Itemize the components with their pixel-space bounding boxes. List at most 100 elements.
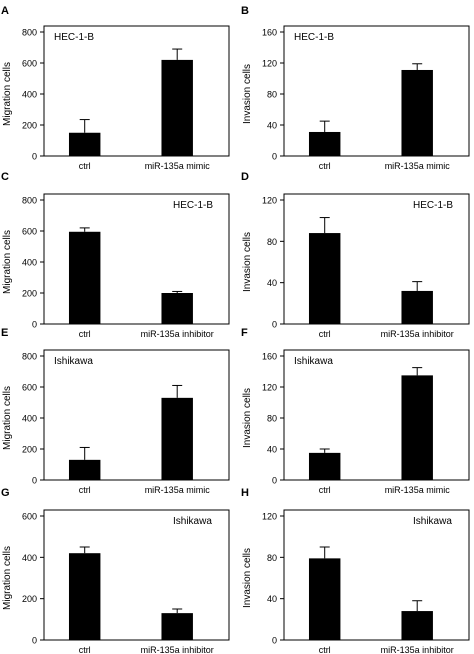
panel-a-inset-label: HEC-1-B	[54, 32, 94, 43]
panel-b-bar-1	[401, 69, 433, 156]
panel-c-ylabel: Migration cells	[2, 230, 13, 294]
panel-g-letter: G	[1, 487, 10, 499]
panel-f-ytick-label-1: 40	[267, 445, 277, 455]
panel-e-ytick-label-4: 800	[22, 352, 37, 362]
panel-c-ytick-label-4: 800	[22, 196, 37, 206]
panel-b-ytick-label-2: 80	[267, 90, 277, 100]
panel-c-bar-0	[68, 231, 101, 324]
panel-h-frame	[283, 509, 470, 641]
panel-g-bar-0	[68, 553, 101, 640]
panel-c-ytick-label-1: 200	[22, 289, 37, 299]
panel-b-ytick-label-1: 40	[267, 121, 277, 131]
panel-f-frame	[283, 349, 470, 481]
panel-a-letter: A	[1, 5, 9, 17]
panel-e-ytick-label-0: 0	[32, 476, 37, 486]
panel-a-category-label-0: ctrl	[79, 161, 91, 171]
panel-b-letter: B	[241, 5, 249, 17]
panel-h-ytick-label-3: 120	[262, 512, 277, 522]
panel-b-ytick-label-3: 120	[262, 59, 277, 69]
panel-f-letter: F	[241, 327, 248, 339]
panel-e-ylabel: Migration cells	[2, 386, 13, 450]
panel-a-bar-1	[161, 59, 193, 156]
panel-c-ytick-label-0: 0	[32, 320, 37, 330]
panel-g-ytick-label-2: 400	[22, 553, 37, 563]
panel-e-ytick-label-2: 400	[22, 414, 37, 424]
panel-e-ytick-label-1: 200	[22, 445, 37, 455]
panel-h-ytick-label-2: 80	[267, 553, 277, 563]
panel-g-bar-1	[161, 613, 193, 640]
panel-c-category-label-0: ctrl	[79, 329, 91, 339]
panel-b-category-label-0: ctrl	[319, 161, 331, 171]
panel-b-ylabel: Invasion cells	[242, 64, 253, 124]
panel-h-ylabel: Invasion cells	[242, 548, 253, 608]
panel-c-letter: C	[1, 171, 9, 183]
panel-h-category-label-1: miR-135a inhibitor	[381, 645, 454, 654]
panel-f-ytick-label-0: 0	[272, 476, 277, 486]
panel-a-bar-0	[68, 132, 101, 156]
panel-e-inset-label: Ishikawa	[54, 356, 93, 367]
panel-h-category-label-0: ctrl	[319, 645, 331, 654]
panel-d-category-label-1: miR-135a inhibitor	[381, 329, 454, 339]
panel-d-letter: D	[241, 171, 249, 183]
panel-d-ytick-label-0: 0	[272, 320, 277, 330]
panel-e-letter: E	[1, 327, 8, 339]
panel-f-bar-0	[308, 452, 341, 480]
panel-h-letter: H	[241, 487, 249, 499]
panel-g-category-label-0: ctrl	[79, 645, 91, 654]
panel-c-inset-label: HEC-1-B	[173, 200, 213, 211]
panel-h-ytick-label-0: 0	[272, 636, 277, 646]
panel-f-inset-label: Ishikawa	[294, 356, 333, 367]
panel-f-category-label-0: ctrl	[319, 485, 331, 495]
panel-f-bar-1	[401, 375, 433, 480]
panel-a-ytick-label-3: 600	[22, 59, 37, 69]
panel-e-ytick-label-3: 600	[22, 383, 37, 393]
panel-b-ytick-label-4: 160	[262, 28, 277, 38]
panel-g-ytick-label-0: 0	[32, 636, 37, 646]
panel-f-ytick-label-3: 120	[262, 383, 277, 393]
panel-d-ylabel: Invasion cells	[242, 232, 253, 292]
panel-a-ytick-label-1: 200	[22, 121, 37, 131]
panel-a-category-label-1: miR-135a mimic	[145, 161, 211, 171]
panel-c-category-label-1: miR-135a inhibitor	[141, 329, 214, 339]
panel-f-ytick-label-2: 80	[267, 414, 277, 424]
panel-f-category-label-1: miR-135a mimic	[385, 485, 451, 495]
panel-h-bar-0	[308, 558, 341, 640]
panel-d-category-label-0: ctrl	[319, 329, 331, 339]
panel-g-frame	[43, 509, 230, 641]
panel-c-ytick-label-2: 400	[22, 258, 37, 268]
panel-d-ytick-label-2: 80	[267, 237, 277, 247]
panel-d-ytick-label-1: 40	[267, 278, 277, 288]
panel-b-category-label-1: miR-135a mimic	[385, 161, 451, 171]
panel-d-frame	[283, 193, 470, 325]
panel-h-inset-label: Ishikawa	[413, 516, 452, 527]
panel-b-inset-label: HEC-1-B	[294, 32, 334, 43]
panel-g-ylabel: Migration cells	[2, 546, 13, 610]
panel-f-ylabel: Invasion cells	[242, 388, 253, 448]
panel-a-frame	[43, 25, 230, 157]
panel-g-ytick-label-1: 200	[22, 594, 37, 604]
panel-c-ytick-label-3: 600	[22, 227, 37, 237]
panel-d-bar-0	[308, 233, 341, 324]
panel-e-frame	[43, 349, 230, 481]
panel-a-ytick-label-4: 800	[22, 28, 37, 38]
panel-a-ytick-label-2: 400	[22, 90, 37, 100]
panel-d-bar-1	[401, 290, 433, 324]
panel-g-ytick-label-3: 600	[22, 512, 37, 522]
panel-b-frame	[283, 25, 470, 157]
panel-h-ytick-label-1: 40	[267, 594, 277, 604]
panel-e-bar-0	[68, 459, 101, 480]
panel-b-bar-0	[308, 131, 341, 156]
panel-c-frame	[43, 193, 230, 325]
panel-e-category-label-1: miR-135a mimic	[145, 485, 211, 495]
panel-h-bar-1	[401, 611, 433, 640]
panel-e-category-label-0: ctrl	[79, 485, 91, 495]
panel-d-inset-label: HEC-1-B	[413, 200, 453, 211]
panel-a-ytick-label-0: 0	[32, 152, 37, 162]
panel-c-bar-1	[161, 293, 193, 324]
panel-b-ytick-label-0: 0	[272, 152, 277, 162]
panel-a-ylabel: Migration cells	[2, 62, 13, 126]
panel-g-inset-label: Ishikawa	[173, 516, 212, 527]
panel-g-category-label-1: miR-135a inhibitor	[141, 645, 214, 654]
panel-e-bar-1	[161, 397, 193, 480]
